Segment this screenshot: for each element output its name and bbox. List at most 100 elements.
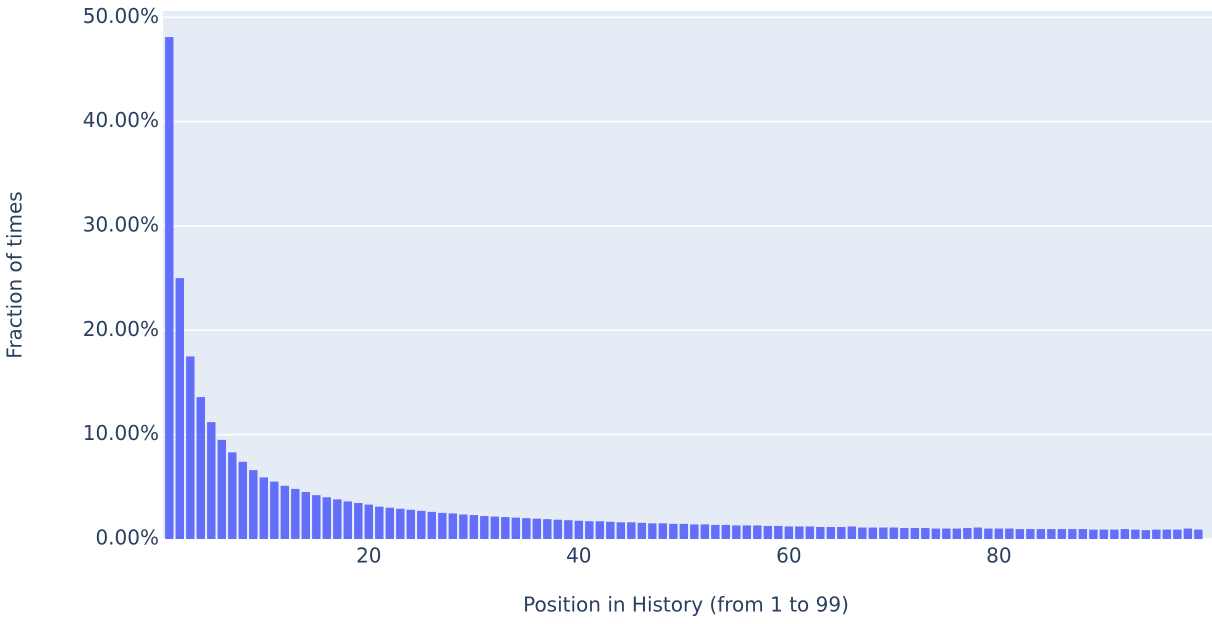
bar (973, 527, 983, 539)
bar (742, 525, 752, 539)
bar (490, 516, 500, 539)
bar (459, 514, 468, 539)
bar (207, 422, 216, 539)
bar (301, 492, 311, 539)
bar (942, 528, 951, 539)
y-tick-label: 30.00% (83, 212, 159, 236)
bar (816, 527, 825, 539)
bar (921, 528, 930, 539)
x-axis-title: Position in History (from 1 to 99) (523, 593, 849, 617)
bar (595, 521, 605, 539)
bar (952, 528, 962, 539)
bar (858, 527, 867, 539)
bar (312, 495, 321, 539)
bar (354, 503, 363, 539)
bar (795, 526, 804, 539)
bar (396, 508, 405, 539)
bar (270, 481, 279, 539)
bar (553, 519, 563, 539)
bar (259, 477, 269, 539)
bar (732, 525, 741, 539)
bar (931, 528, 941, 539)
bar (627, 522, 636, 539)
bar (879, 527, 888, 539)
x-tick-label: 20 (356, 544, 381, 568)
bar (375, 506, 384, 539)
bar (1068, 529, 1077, 539)
bar (784, 526, 794, 539)
bar (889, 527, 899, 539)
bar (753, 525, 762, 539)
bar (1141, 530, 1151, 539)
bar (1162, 529, 1172, 539)
y-tick-label: 40.00% (83, 108, 159, 132)
bar (322, 497, 332, 539)
bar (690, 524, 699, 539)
bar (343, 501, 353, 539)
bar (585, 521, 594, 539)
bar (1110, 529, 1119, 539)
bar (984, 528, 993, 539)
bar (1078, 529, 1088, 539)
bar (1015, 529, 1025, 539)
bar (196, 397, 206, 539)
bar (837, 527, 846, 539)
bar (616, 522, 626, 539)
bar (249, 470, 258, 539)
bar (186, 356, 195, 539)
y-tick-label: 20.00% (83, 317, 159, 341)
bar (511, 517, 521, 539)
bar (564, 520, 573, 539)
x-tick-label: 60 (776, 544, 801, 568)
bar (438, 512, 447, 539)
bar (574, 520, 584, 539)
bar (417, 510, 426, 539)
bar (532, 518, 542, 539)
y-tick-label: 0.00% (95, 526, 159, 550)
bar (385, 507, 395, 539)
bar (448, 513, 458, 539)
bar (364, 504, 374, 539)
bar (469, 515, 479, 539)
bar (1089, 529, 1098, 539)
bar (1194, 529, 1203, 539)
y-tick-label: 10.00% (83, 421, 159, 445)
bar (711, 524, 720, 539)
bar (658, 523, 668, 539)
bar (994, 528, 1004, 539)
bar (763, 525, 773, 539)
bar (1120, 529, 1130, 539)
bar (1131, 529, 1140, 539)
bar (700, 524, 710, 539)
bar (868, 527, 878, 539)
bar (963, 528, 972, 539)
bar (637, 522, 647, 539)
bar (1047, 529, 1056, 539)
bar (333, 499, 342, 539)
bar (217, 439, 227, 539)
bar (1026, 529, 1035, 539)
bar (648, 523, 657, 539)
bar (406, 509, 416, 539)
x-tick-label: 80 (986, 544, 1011, 568)
bar (480, 516, 489, 539)
bar (165, 37, 174, 540)
bar (1152, 529, 1161, 539)
bar (238, 461, 248, 539)
bar (1099, 529, 1109, 539)
bar (774, 525, 783, 539)
plot-background (163, 11, 1212, 539)
bar (427, 511, 437, 539)
bar (543, 519, 552, 539)
y-axis-title: Fraction of times (3, 191, 27, 358)
y-tick-label: 50.00% (83, 4, 159, 28)
bar (522, 518, 531, 539)
bar (501, 517, 510, 539)
bar (1057, 529, 1067, 539)
bar (1183, 528, 1193, 539)
bar (805, 526, 815, 539)
bar (175, 278, 185, 539)
bar (280, 485, 290, 539)
bar (1173, 529, 1182, 539)
